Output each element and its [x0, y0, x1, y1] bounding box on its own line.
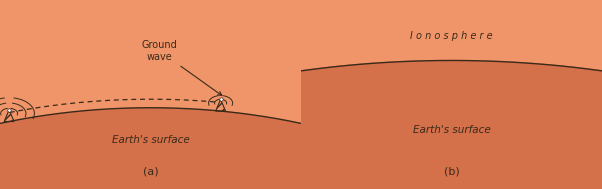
Text: I o n o s p h e r e: I o n o s p h e r e	[410, 31, 493, 41]
Polygon shape	[0, 0, 602, 87]
Text: Earth's surface: Earth's surface	[111, 135, 190, 145]
Text: Earth's surface: Earth's surface	[412, 125, 491, 135]
Text: (a): (a)	[143, 167, 158, 177]
Text: Ground
wave: Ground wave	[141, 40, 222, 95]
Text: (b): (b)	[444, 167, 459, 177]
